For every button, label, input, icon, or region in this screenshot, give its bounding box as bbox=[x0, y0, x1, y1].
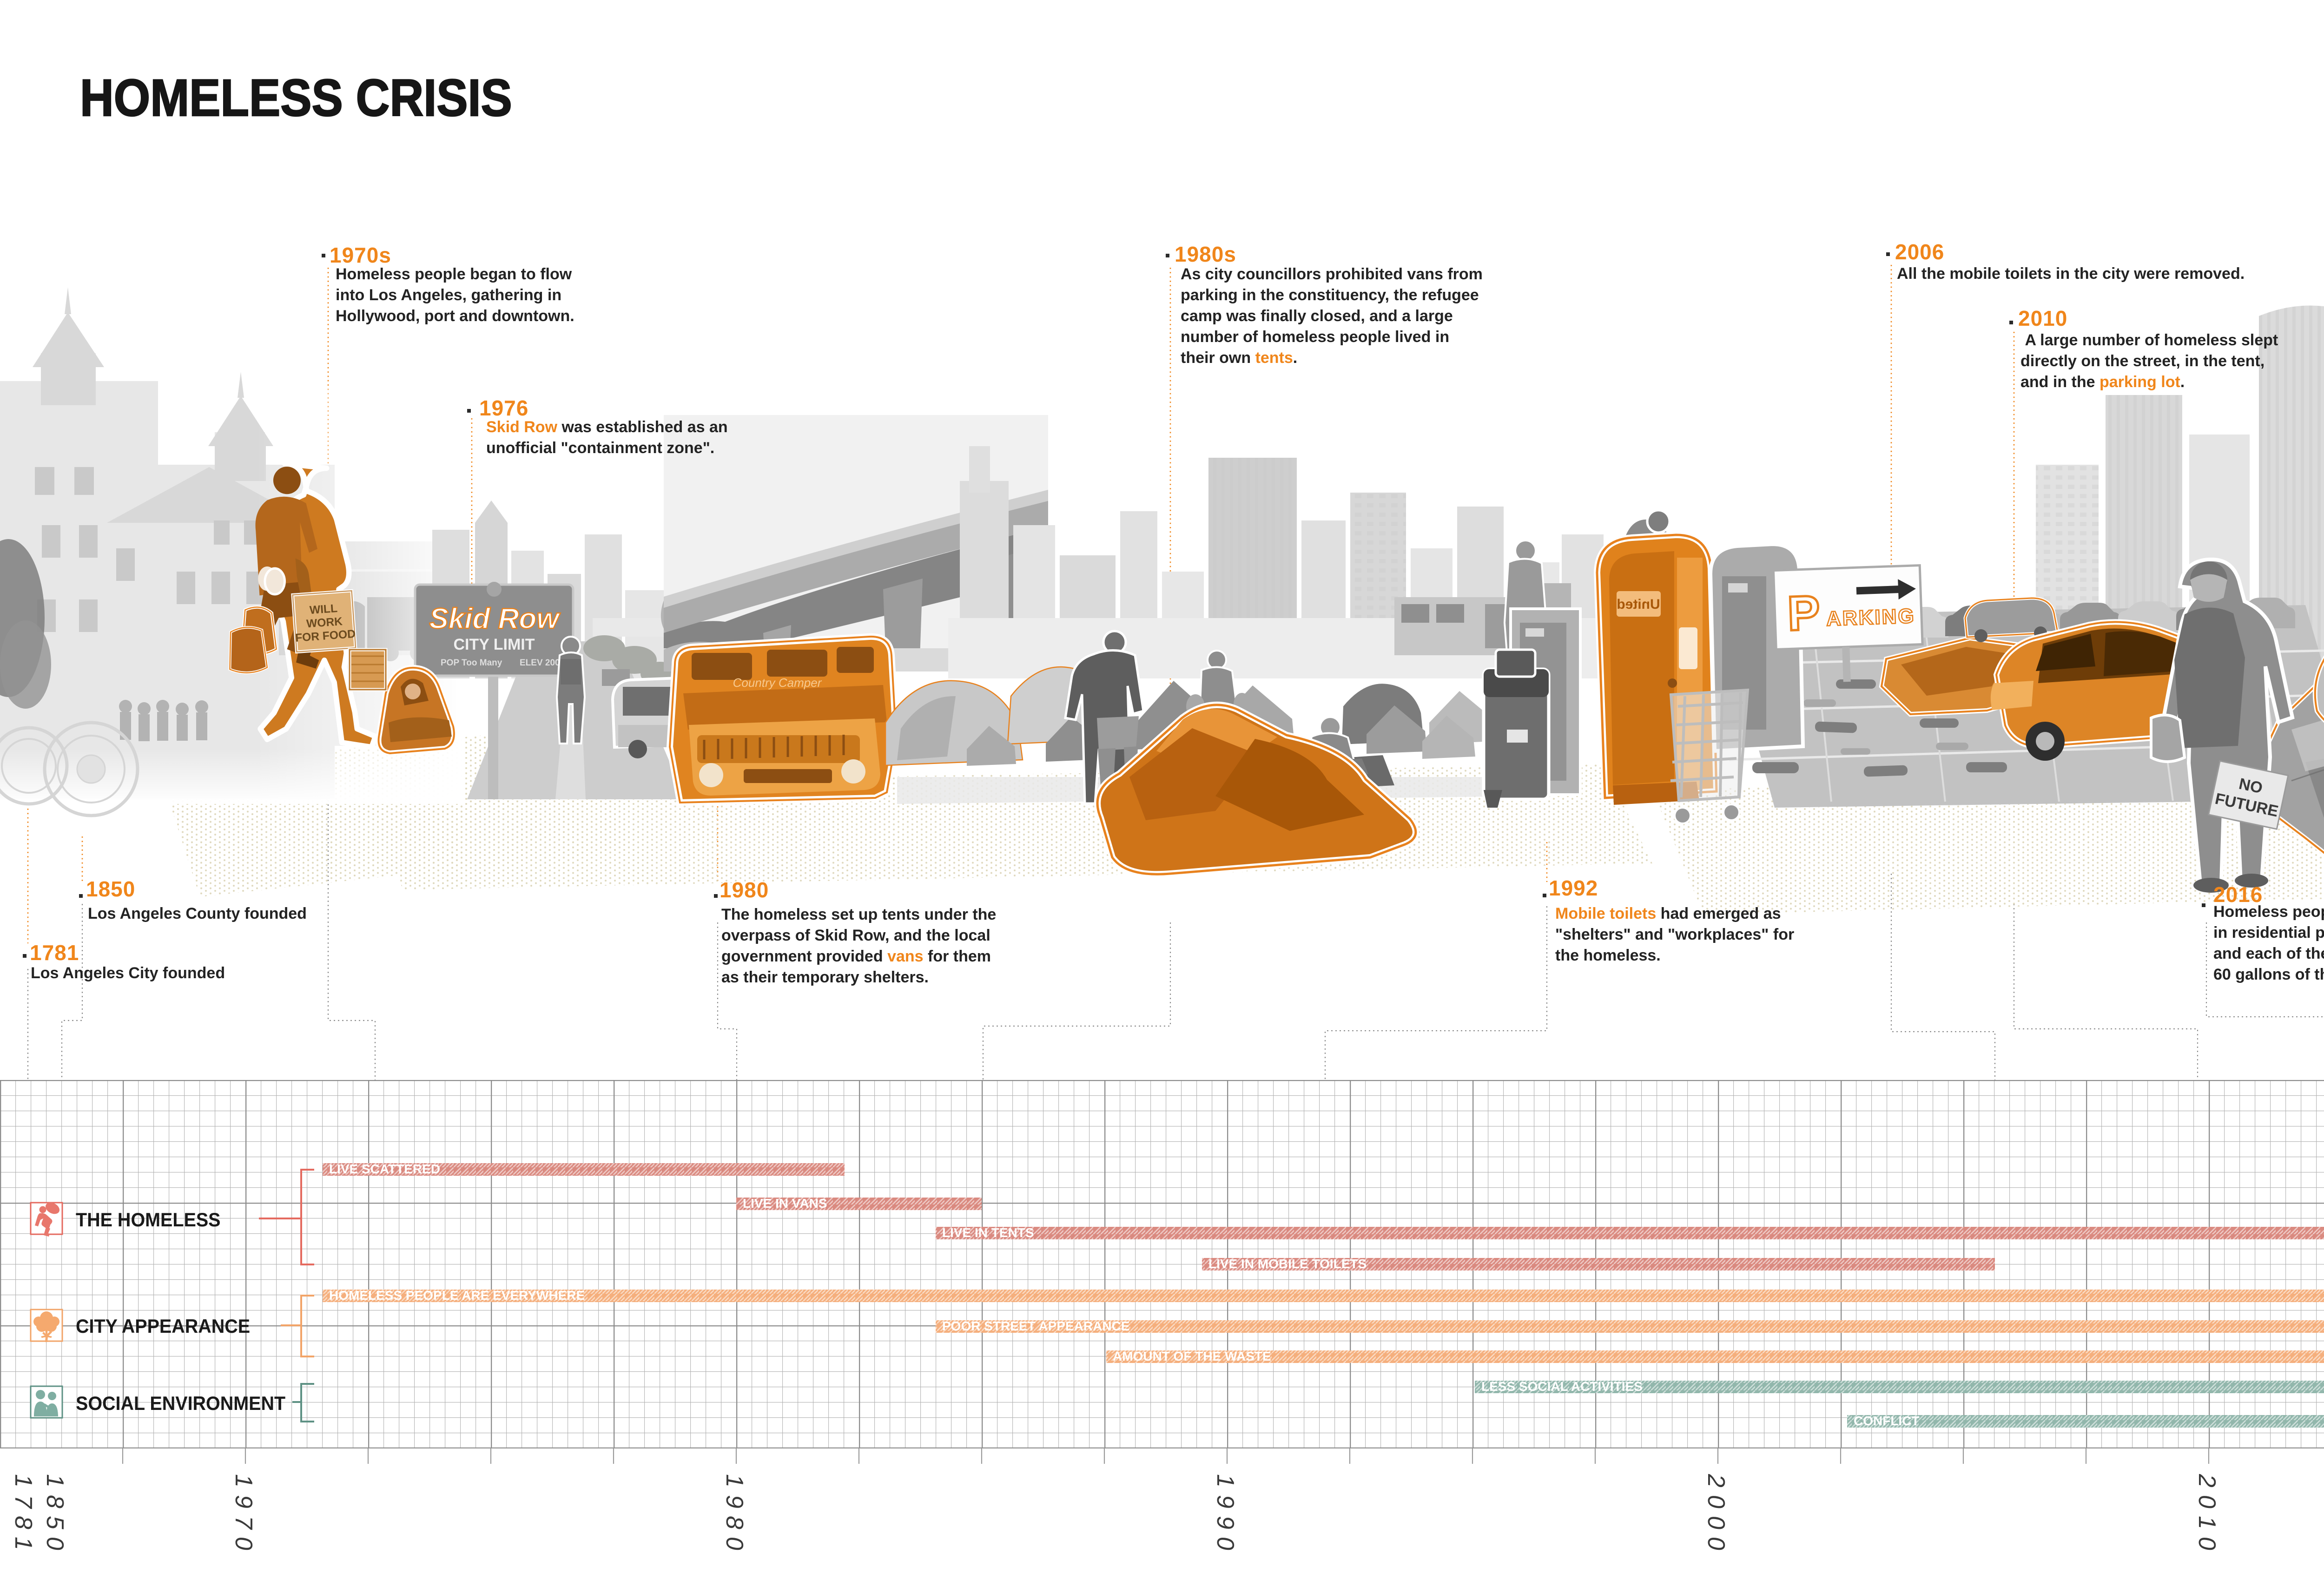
svg-text:WILL: WILL bbox=[309, 602, 338, 617]
svg-text:ELEV 2008: ELEV 2008 bbox=[520, 658, 565, 668]
svg-text:CITY LIMIT: CITY LIMIT bbox=[453, 636, 535, 653]
svg-text:HOMELESS PEOPLE ARE EVERYWHERE: HOMELESS PEOPLE ARE EVERYWHERE bbox=[329, 1288, 585, 1303]
svg-text:P: P bbox=[1787, 586, 1821, 641]
svg-text:AMOUNT OF THE WASTE: AMOUNT OF THE WASTE bbox=[1113, 1349, 1271, 1363]
svg-text:POOR STREET APPEARANCE: POOR STREET APPEARANCE bbox=[942, 1319, 1129, 1333]
svg-text:POP Too Many: POP Too Many bbox=[441, 658, 502, 668]
svg-text:LIVE IN MOBILE TOILETS: LIVE IN MOBILE TOILETS bbox=[1208, 1257, 1367, 1271]
svg-text:United: United bbox=[1617, 597, 1660, 612]
svg-text:LIVE IN TENTS: LIVE IN TENTS bbox=[942, 1225, 1034, 1240]
svg-text:ARKING: ARKING bbox=[1826, 605, 1915, 631]
svg-text:LIVE IN VANS: LIVE IN VANS bbox=[743, 1196, 827, 1211]
svg-text:Country Camper: Country Camper bbox=[733, 676, 822, 690]
svg-text:LESS SOCIAL ACTIVITIES: LESS SOCIAL ACTIVITIES bbox=[1481, 1379, 1643, 1394]
svg-text:WORK: WORK bbox=[306, 615, 343, 630]
svg-text:CONFLICT: CONFLICT bbox=[1854, 1414, 1920, 1428]
svg-text:Skid Row: Skid Row bbox=[429, 603, 561, 635]
svg-text:LIVE SCATTERED: LIVE SCATTERED bbox=[329, 1162, 440, 1176]
